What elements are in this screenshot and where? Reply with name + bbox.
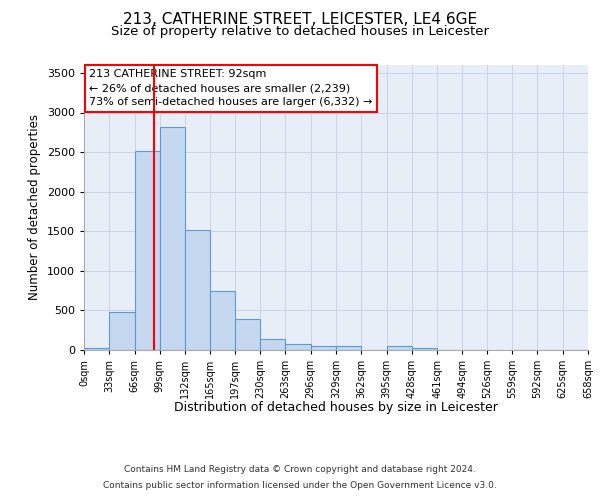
Text: 213, CATHERINE STREET, LEICESTER, LE4 6GE: 213, CATHERINE STREET, LEICESTER, LE4 6G… [123, 12, 477, 28]
Text: Distribution of detached houses by size in Leicester: Distribution of detached houses by size … [174, 401, 498, 414]
Text: Contains public sector information licensed under the Open Government Licence v3: Contains public sector information licen… [103, 480, 497, 490]
Bar [412, 348, 437, 350]
Bar [160, 126, 185, 350]
Bar [211, 290, 235, 350]
Bar [386, 346, 412, 350]
Bar [134, 152, 160, 350]
Bar [260, 339, 286, 350]
Text: 213 CATHERINE STREET: 92sqm
← 26% of detached houses are smaller (2,239)
73% of : 213 CATHERINE STREET: 92sqm ← 26% of det… [89, 70, 373, 108]
Text: Contains HM Land Registry data © Crown copyright and database right 2024.: Contains HM Land Registry data © Crown c… [124, 466, 476, 474]
Bar [109, 312, 134, 350]
Y-axis label: Number of detached properties: Number of detached properties [28, 114, 41, 300]
Bar [336, 346, 361, 350]
Text: Size of property relative to detached houses in Leicester: Size of property relative to detached ho… [111, 25, 489, 38]
Bar [84, 348, 109, 350]
Bar [286, 344, 311, 350]
Bar [235, 319, 260, 350]
Bar [311, 346, 336, 350]
Bar [185, 230, 211, 350]
